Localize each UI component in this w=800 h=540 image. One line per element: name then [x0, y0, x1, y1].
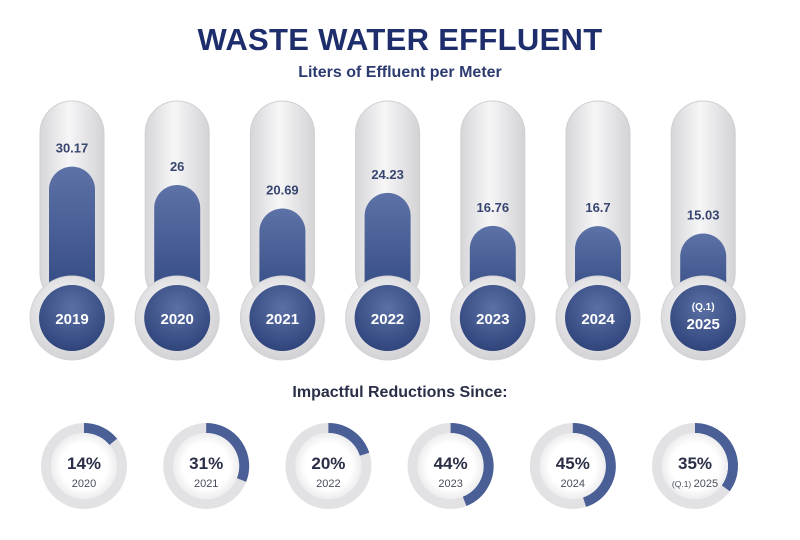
ring-center — [417, 433, 484, 499]
ring-arc — [83, 423, 118, 446]
ring-year-label: 2021 — [194, 478, 218, 490]
ring-year-label: 2020 — [72, 478, 96, 490]
ring-percent-label: 44% — [434, 454, 468, 473]
bar-value-label: 30.17 — [56, 141, 89, 156]
category-label: 2023 — [476, 311, 509, 328]
bulb-inner — [144, 285, 211, 351]
category-label: 2025 — [687, 316, 720, 333]
bar-value-label: 16.7 — [585, 200, 610, 215]
bulb-inner — [565, 285, 631, 351]
ring-percent-label: 14% — [67, 454, 101, 473]
ring-center — [295, 433, 362, 499]
bulb-inner — [249, 285, 316, 351]
ring-center — [539, 433, 606, 499]
ring-2025: 35% (Q.1) 2025 — [652, 423, 738, 509]
ring-center — [662, 433, 728, 499]
bar-value-label: 16.76 — [477, 200, 510, 215]
bar-value-label: 26 — [170, 159, 184, 174]
category-label: 2024 — [581, 311, 615, 328]
ring-arc — [205, 423, 250, 482]
ring-arc — [328, 423, 370, 457]
category-note-label: (Q.1) — [692, 302, 715, 313]
ring-year-label: 2024 — [561, 478, 585, 490]
category-label: 2022 — [371, 311, 404, 328]
ring-2023: 44% 2023 — [407, 423, 494, 509]
ring-percent-label: 31% — [189, 454, 223, 473]
ring-arc — [572, 423, 616, 507]
bar-value-label: 15.03 — [687, 208, 720, 223]
bar-group-2024: 16.7 2024 — [555, 100, 641, 361]
ring-year-value: 2025 — [694, 478, 718, 490]
ring-2020: 14% 2020 — [41, 423, 127, 509]
bar-group-2023: 16.76 2023 — [450, 100, 536, 361]
bulb-inner — [459, 285, 526, 351]
ring-percent-label: 45% — [556, 454, 590, 473]
bar — [49, 166, 95, 310]
category-label: 2021 — [266, 311, 299, 328]
ring-2022: 20% 2022 — [285, 423, 372, 509]
ring-center — [51, 433, 117, 499]
effluent-bar-chart: 30.17 2019 26 2020 20.69 2021 24.23 2022 16.76 20… — [29, 100, 746, 361]
ring-year-label: 2023 — [438, 478, 462, 490]
ring-track — [285, 423, 372, 509]
ring-percent-label: 20% — [311, 454, 345, 473]
ring-track — [41, 423, 127, 509]
bar-group-2025: 15.03 (Q.1) 2025 — [660, 100, 746, 361]
category-label: 2020 — [161, 311, 194, 328]
ring-2024: 45% 2024 — [529, 423, 616, 509]
bulb-inner — [670, 285, 737, 351]
reductions-title: Impactful Reductions Since: — [292, 384, 508, 401]
ring-track — [163, 423, 250, 509]
bar-group-2019: 30.17 2019 — [29, 100, 115, 361]
bar-group-2020: 26 2020 — [134, 100, 220, 361]
bar-group-2021: 20.69 2021 — [239, 100, 325, 361]
bulb-inner — [354, 285, 421, 351]
ring-track — [529, 423, 616, 509]
category-label: 2019 — [55, 311, 88, 328]
ring-percent-label: 35% — [678, 454, 712, 473]
ring-track — [652, 423, 738, 509]
bar-group-2022: 24.23 2022 — [345, 100, 431, 361]
ring-arc — [694, 423, 738, 492]
ring-2021: 31% 2021 — [163, 423, 250, 509]
ring-note-label: (Q.1) — [672, 479, 694, 489]
ring-track — [407, 423, 494, 509]
chart-subtitle: Liters of Effluent per Meter — [298, 64, 502, 81]
ring-center — [173, 433, 240, 499]
ring-year-label: 2022 — [316, 478, 340, 490]
bar-value-label: 24.23 — [371, 167, 404, 182]
chart-title: WASTE WATER EFFLUENT — [197, 22, 603, 57]
bulb-inner — [39, 285, 105, 351]
ring-year-label: (Q.1) 2025 — [672, 478, 718, 490]
bar-value-label: 20.69 — [266, 183, 299, 198]
ring-arc — [450, 423, 494, 506]
